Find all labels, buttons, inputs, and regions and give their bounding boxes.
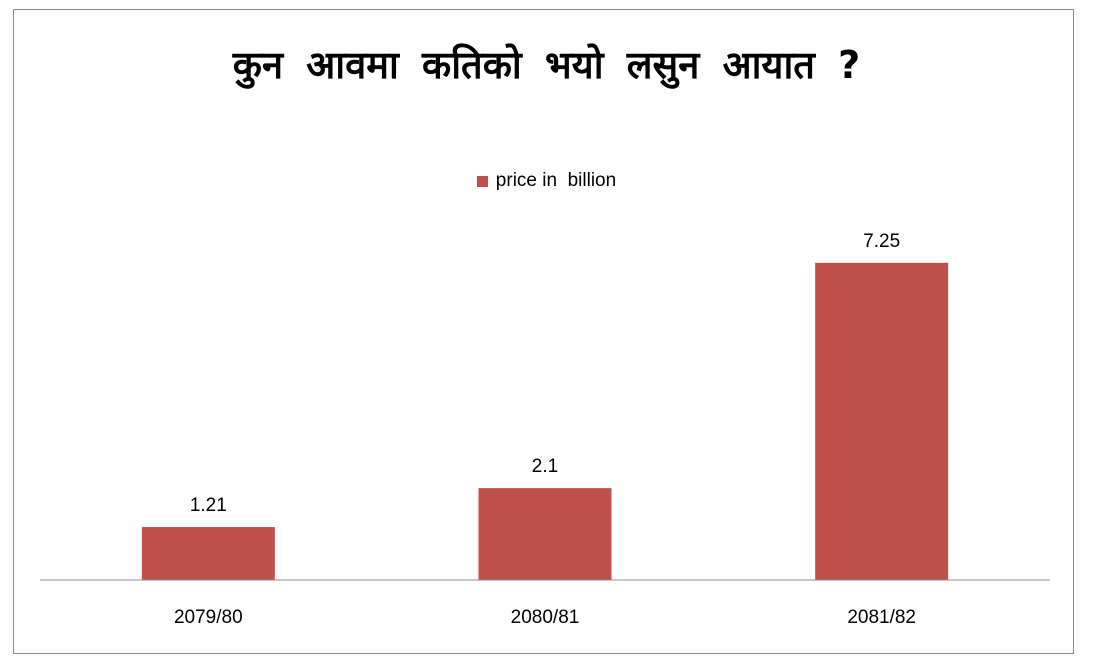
data-label: 2.1	[532, 456, 558, 477]
bar-2080-81	[478, 488, 612, 580]
chart-title: कुन आवमा कतिको भयो लसुन आयात ?	[232, 43, 861, 87]
data-label: 1.21	[190, 495, 227, 516]
legend: price in billion	[0, 170, 1093, 192]
bar-2081-82	[815, 262, 949, 580]
x-tick-label: 2079/80	[174, 607, 243, 628]
x-tick-label: 2081/82	[847, 607, 916, 628]
bar-2079-80	[141, 527, 275, 580]
x-tick-label: 2080/81	[511, 607, 580, 628]
legend-swatch	[476, 175, 488, 187]
data-label: 7.25	[863, 231, 900, 252]
legend-label: price in billion	[495, 170, 617, 191]
